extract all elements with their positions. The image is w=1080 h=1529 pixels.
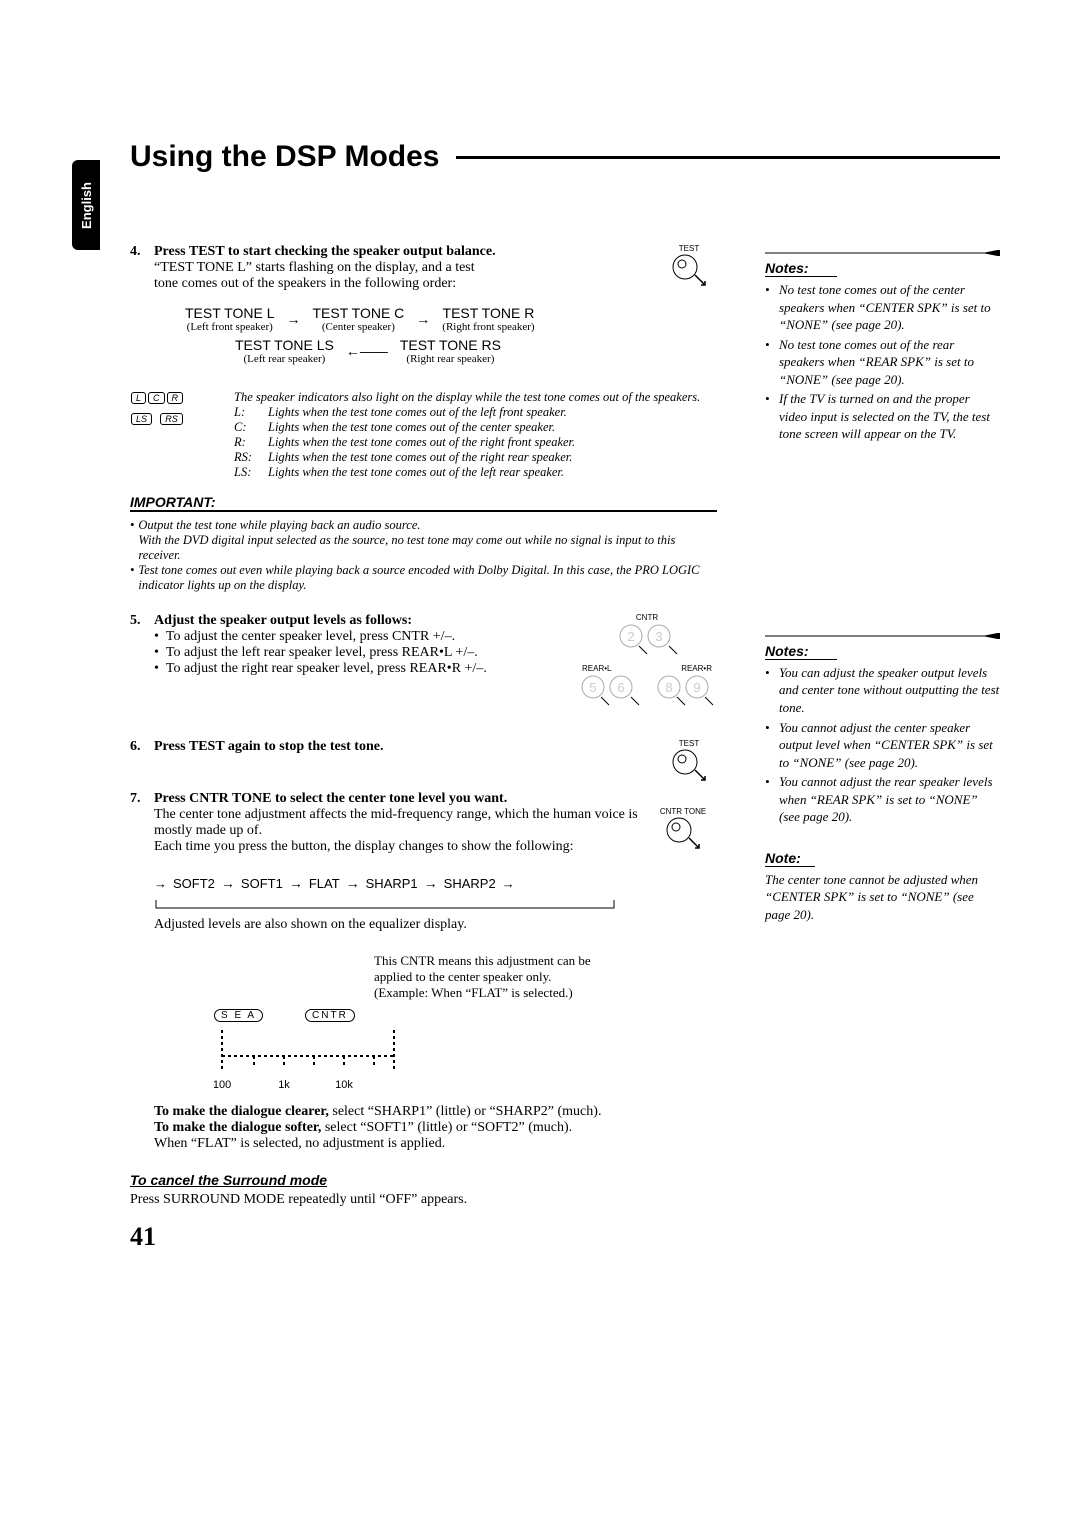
section-title: Using the DSP Modes <box>130 140 440 174</box>
cntr-rear-buttons-icon: CNTR 2 3 REAR•LREAR•R 5 6 8 <box>577 613 717 719</box>
cntr-badge: CNTR <box>305 1009 355 1022</box>
svg-text:8: 8 <box>665 680 672 695</box>
side-notes-column: Notes: •No test tone comes out of the ce… <box>765 244 1000 1252</box>
main-column: TEST 4. Press TEST to start checking the… <box>130 244 717 1252</box>
step-6: TEST 6. Press TEST again to stop the tes… <box>130 739 717 755</box>
note-3-body: The center tone cannot be adjusted when … <box>765 871 1000 924</box>
important-body: •Output the test tone while playing back… <box>130 518 717 593</box>
svg-text:6: 6 <box>617 680 624 695</box>
note-item: •You cannot adjust the rear speaker leve… <box>765 773 1000 826</box>
note-item: •No test tone comes out of the rear spea… <box>765 336 1000 389</box>
svg-text:1k: 1k <box>278 1079 290 1091</box>
note-item: •You can adjust the speaker output level… <box>765 664 1000 717</box>
note-header-3: Note: <box>765 850 815 867</box>
eq-display-diagram: This CNTR means this adjustment can be a… <box>154 953 717 1096</box>
tone-mode-cycle: → SOFT2→ SOFT1→ FLAT→ SHARP1→ SHARP2 → <box>154 875 717 891</box>
important-header: IMPORTANT: <box>130 494 717 512</box>
svg-text:100: 100 <box>214 1079 231 1091</box>
cancel-surround-body: Press SURROUND MODE repeatedly until “OF… <box>130 1192 717 1208</box>
notes-header-1: Notes: <box>765 260 837 277</box>
step-5: CNTR 2 3 REAR•LREAR•R 5 6 8 <box>130 613 717 677</box>
title-rule <box>456 156 1001 159</box>
indicator-explainer: LCR LS RS The speaker indicators also li… <box>130 390 717 480</box>
note-item: •You cannot adjust the center speaker ou… <box>765 719 1000 772</box>
svg-text:9: 9 <box>693 680 700 695</box>
step-4: TEST 4. Press TEST to start checking the… <box>130 244 717 480</box>
step-7: CNTR TONE 7. Press CNTR TONE to select t… <box>130 791 717 1152</box>
note-item: •No test tone comes out of the center sp… <box>765 281 1000 334</box>
svg-text:3: 3 <box>655 629 662 644</box>
note-item: •If the TV is turned on and the proper v… <box>765 390 1000 443</box>
cancel-surround-header: To cancel the Surround mode <box>130 1172 717 1188</box>
section-title-row: Using the DSP Modes <box>130 140 1000 174</box>
svg-text:5: 5 <box>589 680 596 695</box>
language-tab: English <box>72 160 100 250</box>
test-button-icon: TEST <box>661 244 717 296</box>
svg-text:2: 2 <box>627 629 634 644</box>
page-number: 41 <box>130 1222 717 1252</box>
svg-text:10k: 10k <box>335 1079 353 1091</box>
tone-cycle-diagram: TEST TONE L (Left front speaker) → TEST … <box>154 300 717 370</box>
cntr-tone-button-icon: CNTR TONE <box>649 807 717 859</box>
notes-header-2: Notes: <box>765 643 837 660</box>
sea-badge: S E A <box>214 1009 263 1022</box>
dialogue-advice: To make the dialogue clearer, select “SH… <box>154 1104 717 1152</box>
test-button-icon-2: TEST <box>661 739 717 791</box>
